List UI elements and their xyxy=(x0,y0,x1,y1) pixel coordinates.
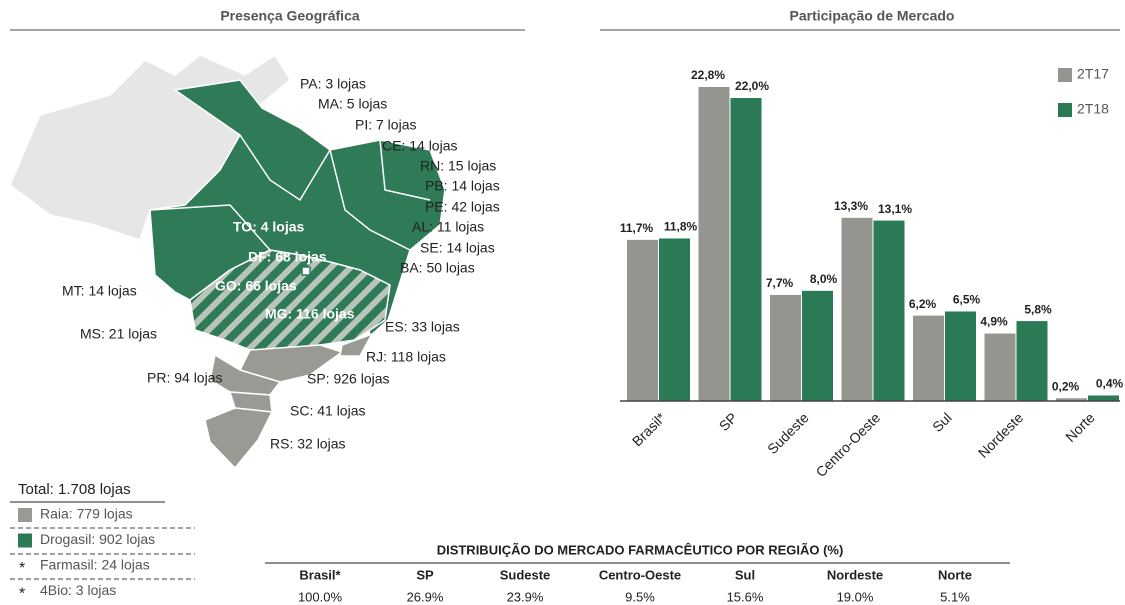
table-header: Brasil* xyxy=(299,567,341,582)
legend-total: Total: 1.708 lojas xyxy=(18,481,131,498)
bar xyxy=(1056,398,1087,401)
table-cell: 26.9% xyxy=(407,589,444,604)
map-label: PB: 14 lojas xyxy=(425,178,500,194)
bar xyxy=(627,239,658,401)
table: DISTRIBUIÇÃO DO MERCADO FARMACÊUTICO POR… xyxy=(265,542,1010,564)
value-label: 8,0% xyxy=(810,272,838,286)
region-hatched xyxy=(189,249,391,351)
value-label: 7,7% xyxy=(766,276,794,290)
map-label: RJ: 118 lojas xyxy=(366,349,446,365)
map-label: MA: 5 lojas xyxy=(318,96,387,112)
legend-marker: * xyxy=(19,586,25,603)
map-label: TO: 4 lojas xyxy=(233,219,305,235)
value-label: 11,7% xyxy=(620,221,654,235)
x-tick-label: Norte xyxy=(1062,409,1098,445)
map-label: PI: 7 lojas xyxy=(355,117,416,133)
map-label: MT: 14 lojas xyxy=(62,283,137,299)
state-borders xyxy=(239,134,331,202)
legend-label: Raia: 779 lojas xyxy=(40,506,133,522)
bar xyxy=(913,315,944,401)
bar xyxy=(730,98,762,401)
map-label: RS: 32 lojas xyxy=(270,436,345,452)
state-borders xyxy=(329,149,411,251)
legend-swatch xyxy=(1058,68,1072,82)
value-label: 13,3% xyxy=(834,199,868,213)
state-rj xyxy=(339,332,374,357)
state-rs xyxy=(204,407,274,470)
value-label: 22,0% xyxy=(735,79,769,93)
map-label: BA: 50 lojas xyxy=(400,260,475,276)
legend-label: Drogasil: 902 lojas xyxy=(40,531,155,547)
legend-label: 2T18 xyxy=(1077,101,1109,117)
state-borders xyxy=(379,139,431,201)
bar xyxy=(1016,321,1048,401)
x-tick-label: Centro-Oeste xyxy=(812,409,883,480)
table-header: Norte xyxy=(938,567,972,582)
table-cell: 19.0% xyxy=(837,589,874,604)
map-label: SE: 14 lojas xyxy=(420,240,495,256)
x-tick-label: Sudeste xyxy=(764,409,812,457)
map xyxy=(9,53,446,470)
table-header: Centro-Oeste xyxy=(599,567,681,582)
map-label: DF: 68 lojas xyxy=(248,249,327,265)
table-cell: 100.0% xyxy=(298,589,343,604)
bar xyxy=(945,311,976,401)
table-header: SP xyxy=(416,567,434,582)
bar xyxy=(873,220,905,401)
bar xyxy=(984,333,1016,401)
value-label: 0,4% xyxy=(1096,377,1124,391)
state-borders xyxy=(149,204,271,251)
x-tick-label: Brasil* xyxy=(629,409,669,449)
bar xyxy=(841,217,873,401)
x-tick-label: Sul xyxy=(929,409,955,435)
left-title: Presença Geográfica xyxy=(220,8,360,24)
value-label: 0,2% xyxy=(1052,379,1080,393)
bar xyxy=(802,290,833,401)
table-cell: 23.9% xyxy=(507,589,544,604)
map-label: CE: 14 lojas xyxy=(382,138,457,154)
legend-label: 2T17 xyxy=(1077,66,1109,82)
table-title: DISTRIBUIÇÃO DO MERCADO FARMACÊUTICO POR… xyxy=(437,542,844,557)
map-label: RN: 15 lojas xyxy=(420,158,496,174)
value-label: 4,9% xyxy=(980,315,1008,329)
map-label: MS: 21 lojas xyxy=(80,326,157,342)
value-label: 11,8% xyxy=(664,220,698,234)
table-cell: 15.6% xyxy=(727,589,764,604)
legend-swatch xyxy=(1058,103,1072,117)
map-label: PR: 94 lojas xyxy=(147,370,222,386)
value-label: 22,8% xyxy=(691,68,725,82)
legend-label: 4Bio: 3 lojas xyxy=(40,582,116,598)
value-label: 6,2% xyxy=(909,297,937,311)
map-label: ES: 33 lojas xyxy=(385,319,460,335)
legend-label: Farmasil: 24 lojas xyxy=(40,557,150,573)
table-header: Sudeste xyxy=(500,567,551,582)
legend-left: Total: 1.708 lojas xyxy=(10,481,195,580)
right-title: Participação de Mercado xyxy=(790,8,955,24)
bar xyxy=(659,238,690,401)
table-header: Sul xyxy=(735,567,755,582)
bar xyxy=(1088,395,1119,401)
df-marker xyxy=(301,266,311,276)
legend-marker: * xyxy=(19,560,25,577)
map-label: SP: 926 lojas xyxy=(307,371,390,387)
map-label: MG: 116 lojas xyxy=(265,306,355,322)
table-header: Nordeste xyxy=(827,567,883,582)
bar xyxy=(698,87,730,401)
value-label: 6,5% xyxy=(953,293,981,307)
value-label: 5,8% xyxy=(1024,302,1052,316)
map-label: AL: 11 lojas xyxy=(412,219,484,235)
map-label: SC: 41 lojas xyxy=(290,403,365,419)
legend-swatch xyxy=(18,508,32,522)
x-tick-label: Nordeste xyxy=(975,409,1027,461)
x-tick-label: SP xyxy=(716,409,741,434)
table-cell: 5.1% xyxy=(940,589,970,604)
bar xyxy=(770,294,801,401)
table-cell: 9.5% xyxy=(625,589,655,604)
map-label: GO: 66 lojas xyxy=(215,278,297,294)
map-label: PA: 3 lojas xyxy=(300,76,366,92)
legend-swatch xyxy=(18,533,32,548)
map-label: PE: 42 lojas xyxy=(425,199,500,215)
value-label: 13,1% xyxy=(878,202,912,216)
